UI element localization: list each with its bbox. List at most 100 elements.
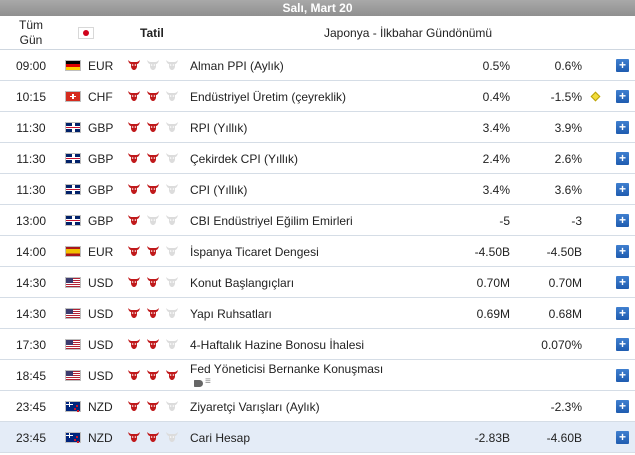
bull-active-icon: [146, 368, 160, 382]
event-name[interactable]: Konut Başlangıçları: [190, 276, 400, 290]
bull-active-icon: [127, 213, 141, 227]
event-time: 23:45: [15, 431, 47, 445]
event-name[interactable]: CBI Endüstriyel Eğilim Emirleri: [190, 214, 400, 228]
event-currency: GBP: [88, 121, 114, 135]
bull-active-icon: [127, 275, 141, 289]
event-row[interactable]: 23:45 NZD Ziyaretçi Varışları (Aylık) -2…: [0, 391, 635, 422]
bull-inactive-icon: [165, 58, 179, 72]
event-row[interactable]: 11:30 GBP CPI (Yıllık) 3.4% 3.6% +: [0, 174, 635, 205]
date-bar: Salı, Mart 20: [0, 0, 635, 16]
importance-rating: [127, 368, 179, 382]
expand-button[interactable]: +: [616, 245, 629, 258]
expand-button[interactable]: +: [616, 183, 629, 196]
event-actual: 0.5%: [482, 59, 510, 73]
event-actual: 0.70M: [476, 276, 510, 290]
bull-active-icon: [127, 430, 141, 444]
event-name-text: RPI (Yıllık): [190, 121, 248, 135]
holiday-row: Tüm Gün Tatil Japonya - İlkbahar Gündönü…: [0, 16, 635, 50]
event-row[interactable]: 11:30 GBP Çekirdek CPI (Yıllık) 2.4% 2.6…: [0, 143, 635, 174]
bull-active-icon: [146, 120, 160, 134]
bull-active-icon: [146, 182, 160, 196]
event-name-text: CPI (Yıllık): [190, 183, 248, 197]
importance-rating: [127, 182, 179, 196]
event-row[interactable]: 23:45 NZD Cari Hesap -2.83B -4.60B +: [0, 422, 635, 453]
expand-button[interactable]: +: [616, 276, 629, 289]
event-previous: 0.68M: [548, 307, 582, 321]
expand-button[interactable]: +: [616, 121, 629, 134]
expand-button[interactable]: +: [616, 214, 629, 227]
event-previous: 0.070%: [541, 338, 582, 352]
event-time: 14:30: [15, 307, 47, 321]
expand-button[interactable]: +: [616, 59, 629, 72]
event-previous: -3: [571, 214, 582, 228]
flag-de-icon: [65, 60, 81, 71]
expand-button[interactable]: +: [616, 431, 629, 444]
bull-active-icon: [146, 306, 160, 320]
event-row[interactable]: 13:00 GBP CBI Endüstriyel Eğilim Emirler…: [0, 205, 635, 236]
event-previous: 3.6%: [554, 183, 582, 197]
bull-inactive-icon: [165, 120, 179, 134]
event-name[interactable]: Yapı Ruhsatları: [190, 307, 400, 321]
importance-rating: [127, 120, 179, 134]
event-currency: NZD: [88, 400, 113, 414]
event-name-text: Endüstriyel Üretim (çeyreklik): [190, 90, 347, 104]
expand-button[interactable]: +: [616, 338, 629, 351]
event-name[interactable]: RPI (Yıllık): [190, 121, 400, 135]
expand-button[interactable]: +: [616, 152, 629, 165]
event-row[interactable]: 14:30 USD Yapı Ruhsatları 0.69M 0.68M +: [0, 298, 635, 329]
event-row[interactable]: 10:15 CHF Endüstriyel Üretim (çeyreklik)…: [0, 81, 635, 112]
event-name[interactable]: Endüstriyel Üretim (çeyreklik): [190, 90, 400, 104]
event-name[interactable]: İspanya Ticaret Dengesi: [190, 245, 400, 259]
event-previous: -4.60B: [546, 431, 582, 445]
event-actual: 0.4%: [482, 90, 510, 104]
event-name[interactable]: Çekirdek CPI (Yıllık): [190, 152, 400, 166]
bull-active-icon: [146, 337, 160, 351]
event-row[interactable]: 14:30 USD Konut Başlangıçları 0.70M 0.70…: [0, 267, 635, 298]
flag-gb-icon: [65, 153, 81, 164]
event-time: 14:00: [15, 245, 47, 259]
bull-active-icon: [146, 151, 160, 165]
event-previous: 0.6%: [554, 59, 582, 73]
event-name[interactable]: Fed Yöneticisi Bernanke Konuşması: [190, 362, 400, 390]
holiday-label: Tatil: [140, 26, 164, 40]
flag-ch-icon: [65, 91, 81, 102]
japan-flag-icon: [78, 27, 94, 39]
expand-button[interactable]: +: [616, 307, 629, 320]
bull-active-icon: [146, 430, 160, 444]
event-name-text: Ziyaretçi Varışları (Aylık): [190, 400, 320, 414]
expand-button[interactable]: +: [616, 90, 629, 103]
event-row[interactable]: 17:30 USD 4-Haftalık Hazine Bonosu İhale…: [0, 329, 635, 360]
event-name-text: Fed Yöneticisi Bernanke Konuşması: [190, 362, 384, 376]
event-name-text: 4-Haftalık Hazine Bonosu İhalesi: [190, 338, 365, 352]
bull-active-icon: [127, 89, 141, 103]
event-previous: 3.9%: [554, 121, 582, 135]
event-row[interactable]: 11:30 GBP RPI (Yıllık) 3.4% 3.9% +: [0, 112, 635, 143]
event-previous: -2.3%: [550, 400, 582, 414]
bull-inactive-icon: [146, 58, 160, 72]
event-name[interactable]: Cari Hesap: [190, 431, 400, 445]
event-row[interactable]: 18:45 USD Fed Yöneticisi Bernanke Konuşm…: [0, 360, 635, 391]
bull-inactive-icon: [165, 213, 179, 227]
event-currency: EUR: [88, 59, 114, 73]
expand-button[interactable]: +: [616, 400, 629, 413]
event-currency: GBP: [88, 183, 114, 197]
event-row[interactable]: 14:00 EUR İspanya Ticaret Dengesi -4.50B…: [0, 236, 635, 267]
importance-rating: [127, 58, 179, 72]
event-currency: GBP: [88, 152, 114, 166]
event-row[interactable]: 09:00 EUR Alman PPI (Aylık) 0.5% 0.6% +: [0, 50, 635, 81]
flag-us-icon: [65, 370, 81, 381]
event-name[interactable]: Ziyaretçi Varışları (Aylık): [190, 400, 400, 414]
importance-rating: [127, 306, 179, 320]
event-name-text: Konut Başlangıçları: [190, 276, 295, 290]
bull-inactive-icon: [146, 213, 160, 227]
bull-inactive-icon: [165, 182, 179, 196]
bull-active-icon: [127, 337, 141, 351]
event-name[interactable]: Alman PPI (Aylık): [190, 59, 400, 73]
event-name[interactable]: CPI (Yıllık): [190, 183, 400, 197]
expand-button[interactable]: +: [616, 369, 629, 382]
event-name[interactable]: 4-Haftalık Hazine Bonosu İhalesi: [190, 338, 400, 352]
event-currency: NZD: [88, 431, 113, 445]
bull-active-icon: [165, 368, 179, 382]
event-currency: USD: [88, 369, 114, 383]
event-previous: -1.5%: [550, 90, 582, 104]
